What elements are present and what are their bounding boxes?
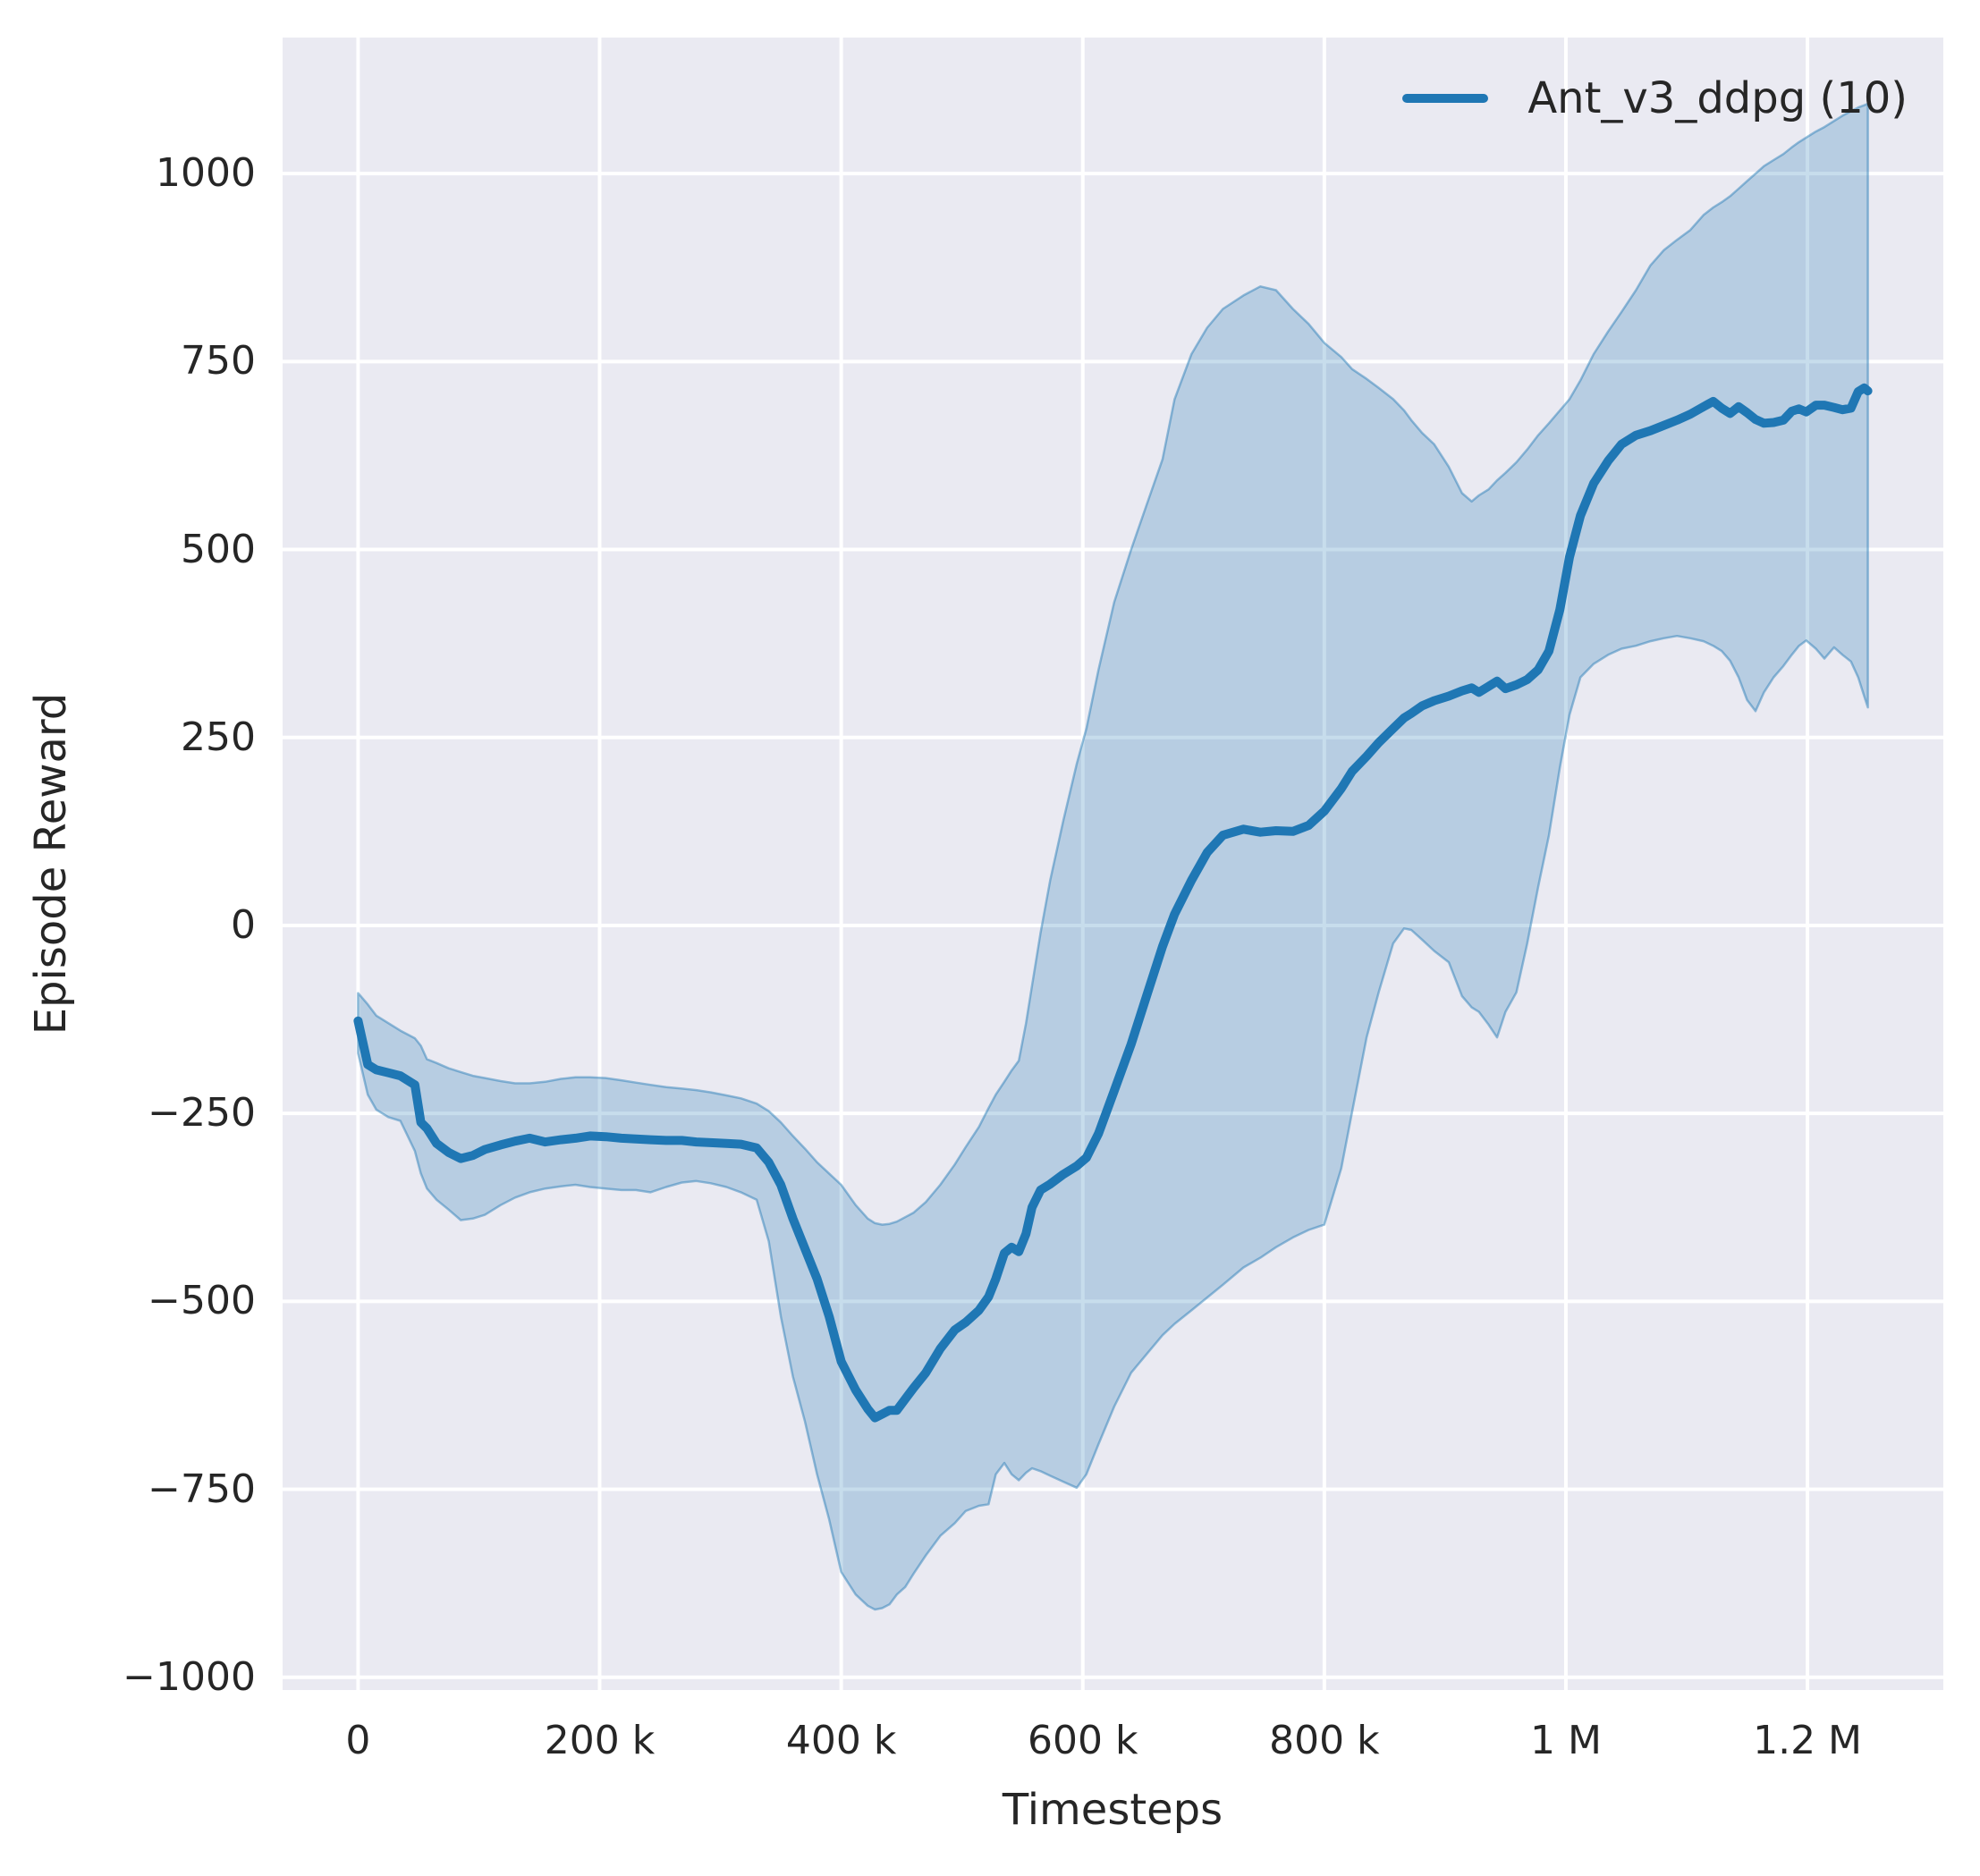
x-tick-label: 400 k <box>785 1718 897 1763</box>
x-tick-label: 0 <box>345 1718 371 1763</box>
y-tick-label: 0 <box>231 901 256 948</box>
y-tick-label: −250 <box>148 1090 256 1137</box>
legend-label: Ant_v3_ddpg (10) <box>1527 73 1908 123</box>
x-tick-label: 600 k <box>1028 1718 1138 1763</box>
legend-line-swatch <box>1402 94 1489 103</box>
std-band <box>357 102 1869 1611</box>
x-tick-label: 1.2 M <box>1753 1718 1863 1763</box>
x-tick-label: 800 k <box>1269 1718 1380 1763</box>
y-tick-label: 250 <box>181 714 256 760</box>
chart-canvas <box>283 38 1943 1690</box>
x-tick-label: 200 k <box>544 1718 656 1763</box>
plot-area: Ant_v3_ddpg (10) <box>283 38 1943 1690</box>
legend: Ant_v3_ddpg (10) <box>1402 73 1908 123</box>
y-tick-label: 750 <box>181 338 256 384</box>
mean-line <box>353 383 1873 1423</box>
y-tick-label: 500 <box>181 526 256 572</box>
y-tick-label: −750 <box>148 1466 256 1512</box>
y-tick-label: −500 <box>148 1278 256 1324</box>
y-tick-label: −1000 <box>123 1653 256 1700</box>
x-tick-label: 1 M <box>1529 1718 1602 1763</box>
x-axis-title: Timesteps <box>1002 1785 1223 1835</box>
y-tick-label: 1000 <box>156 150 256 197</box>
